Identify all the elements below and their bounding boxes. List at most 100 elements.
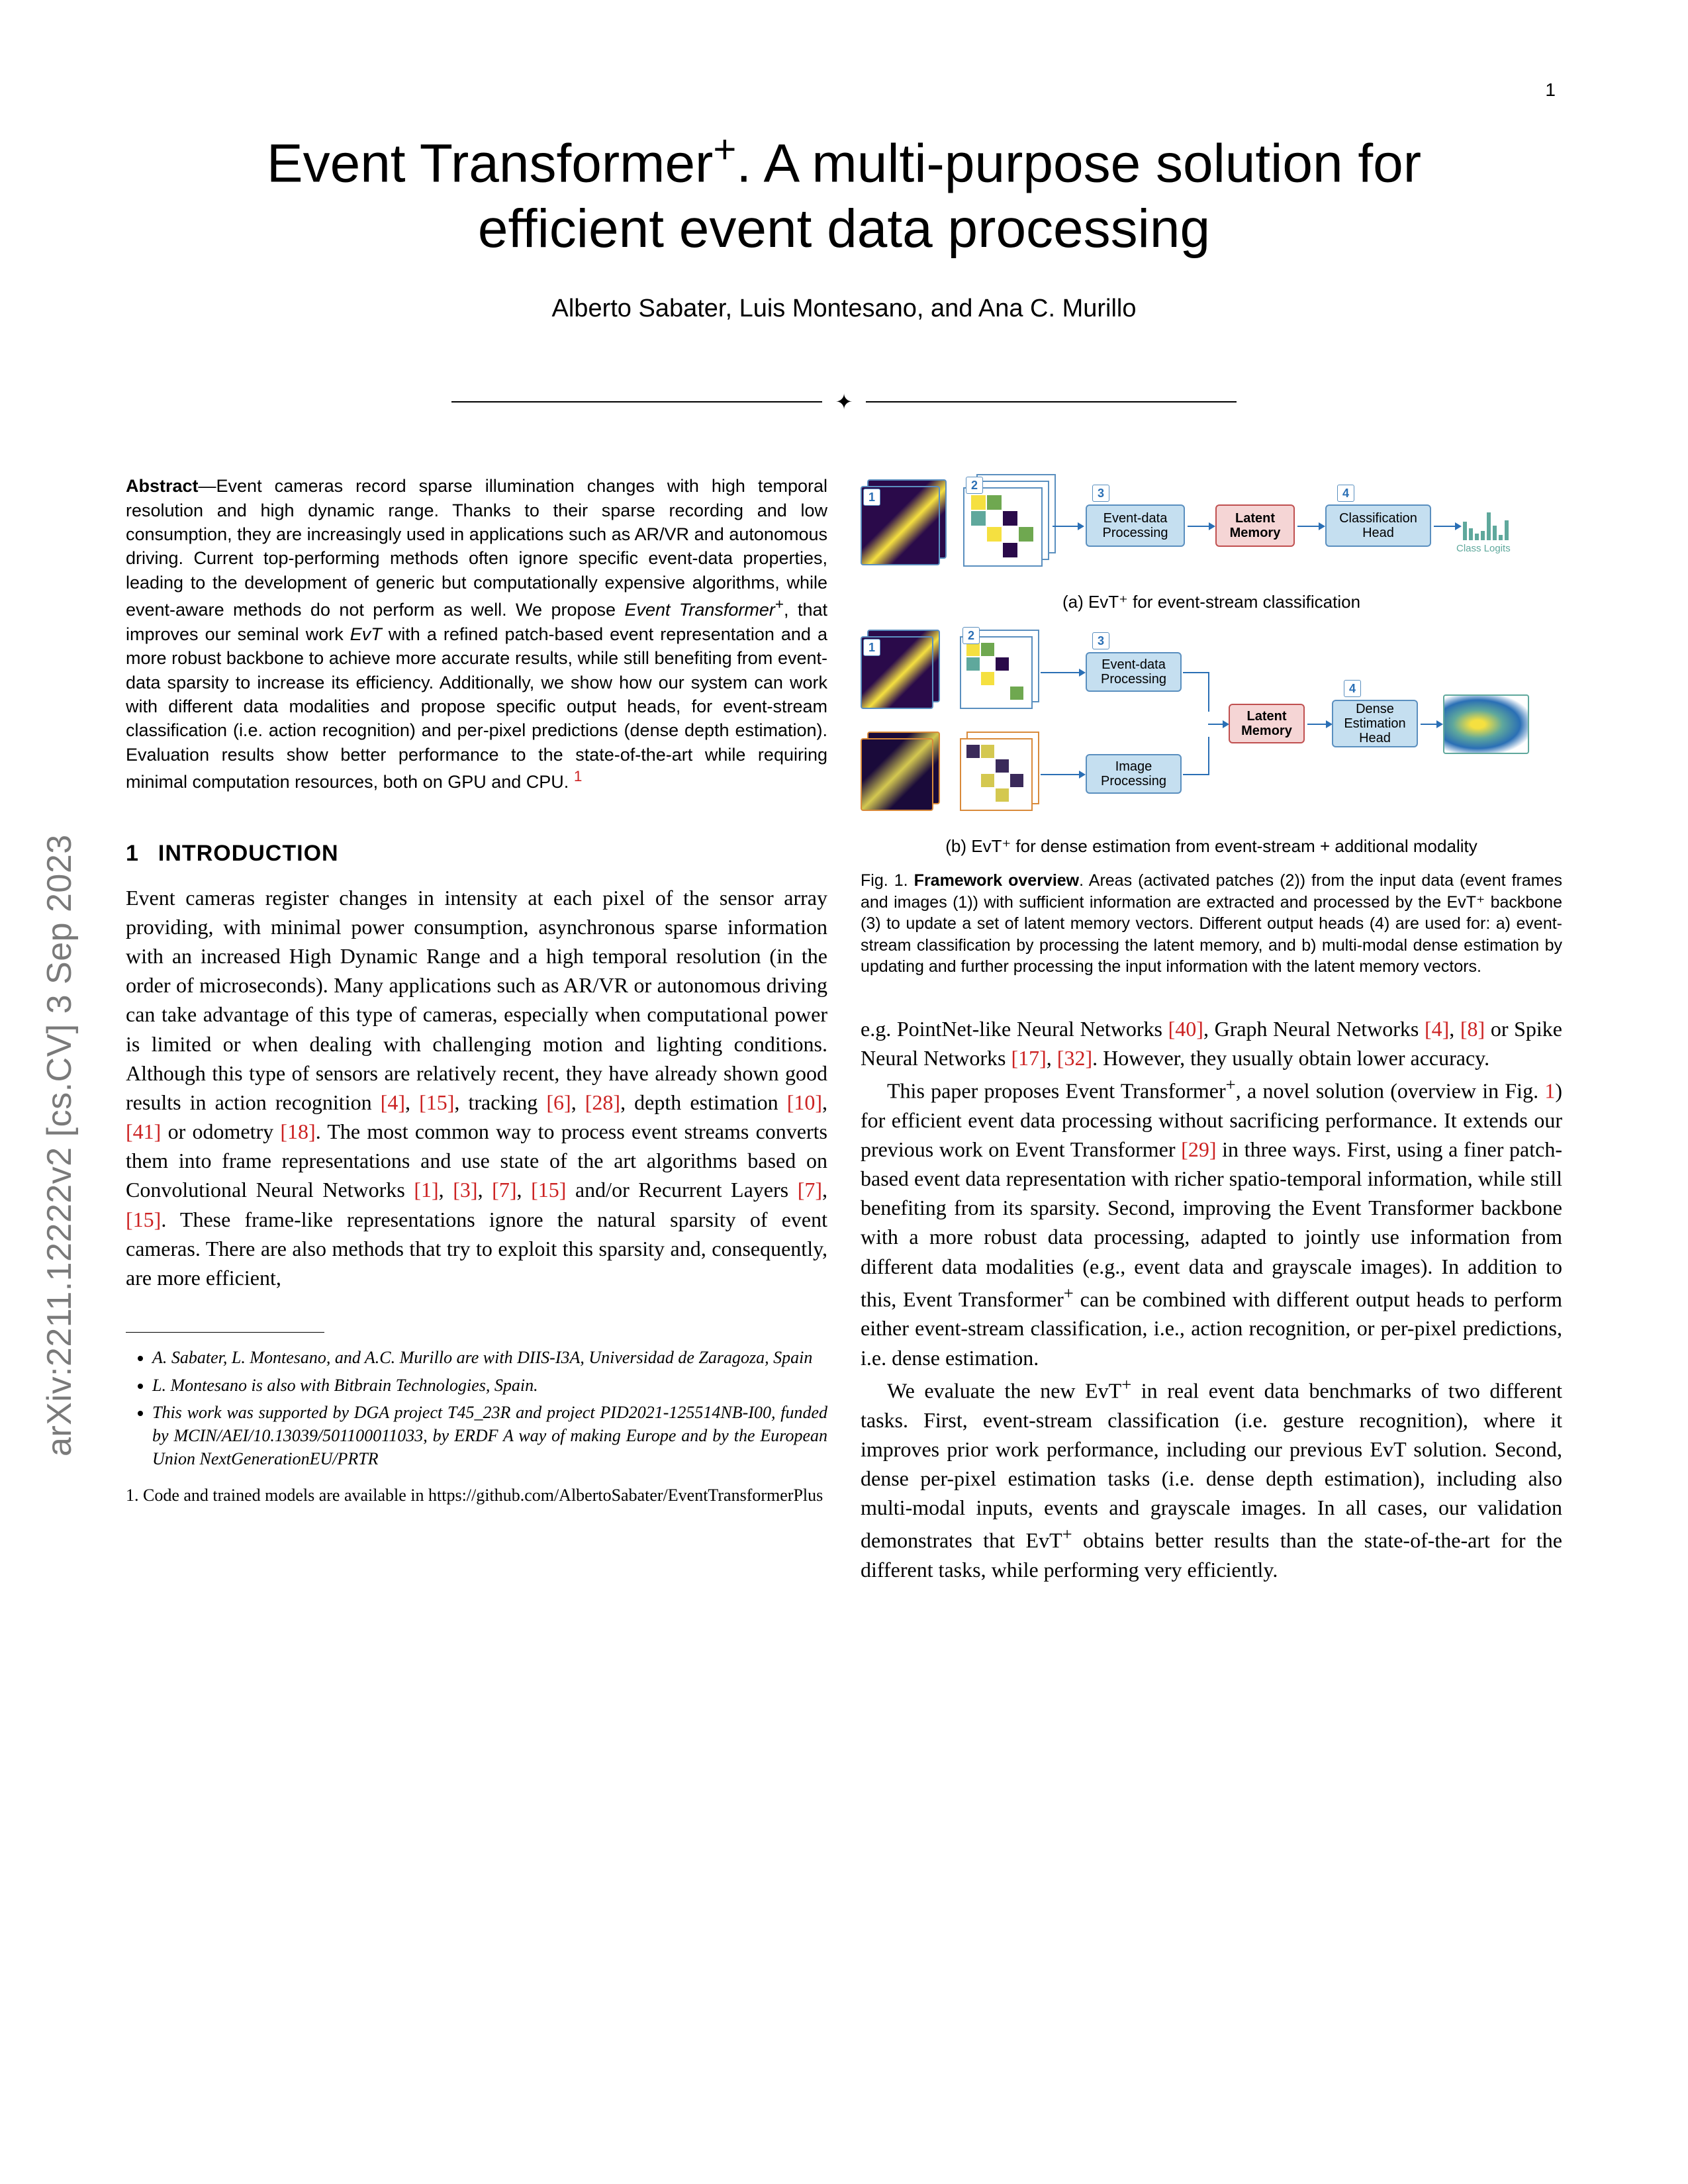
- image-thumb-b: [861, 738, 933, 811]
- cite-41: [41]: [126, 1119, 161, 1143]
- paper-title: Event Transformer+. A multi-purpose solu…: [126, 126, 1562, 261]
- affiliation-3: This work was supported by DGA project T…: [152, 1401, 827, 1470]
- label-1b: 1: [863, 639, 880, 656]
- fig-caption-bold: Framework overview: [914, 871, 1079, 890]
- code-footnote: 1. Code and trained models are available…: [126, 1484, 827, 1507]
- label-4b: 4: [1344, 680, 1361, 697]
- figure-1b: 1 2: [861, 626, 1562, 857]
- intro-paragraph-1: Event cameras register changes in intens…: [126, 883, 827, 1292]
- label-3b: 3: [1092, 632, 1109, 649]
- label-1: 1: [863, 489, 880, 506]
- affiliation-2: L. Montesano is also with Bitbrain Techn…: [152, 1374, 827, 1397]
- left-column: Abstract—Event cameras record sparse ill…: [126, 474, 827, 1584]
- title-text-2: . A multi-purpose solution for: [736, 133, 1421, 193]
- cite-10: [10]: [787, 1090, 822, 1114]
- authors: Alberto Sabater, Luis Montesano, and Ana…: [126, 295, 1562, 323]
- intro-text-b: , tracking: [454, 1090, 546, 1114]
- title-text-3: efficient event data processing: [478, 199, 1210, 259]
- section-1-heading: 1 INTRODUCTION: [126, 841, 827, 867]
- abstract-em-2: EvT: [350, 624, 382, 644]
- intro-text: Event cameras register changes in intens…: [126, 883, 827, 1292]
- intro-text-c: , depth estimation: [620, 1090, 787, 1114]
- intro-text-g: . These frame-like representations ignor…: [126, 1208, 827, 1290]
- cite-40: [40]: [1168, 1017, 1203, 1041]
- subcaption-b: (b) EvT⁺ for dense estimation from event…: [861, 836, 1562, 857]
- affiliations: A. Sabater, L. Montesano, and A.C. Muril…: [126, 1346, 827, 1470]
- arrow-b-3: [1307, 724, 1327, 725]
- cite-4b: [4]: [1425, 1017, 1449, 1041]
- cite-3: [3]: [453, 1178, 477, 1202]
- diagram-b: 1 2: [861, 626, 1562, 831]
- cite-8: [8]: [1460, 1017, 1485, 1041]
- cite-15a: [15]: [419, 1090, 454, 1114]
- arrow-a-1: [1053, 526, 1079, 527]
- label-4: 4: [1337, 485, 1354, 502]
- figref-1: 1: [1544, 1079, 1555, 1103]
- section-1-num: 1: [126, 841, 138, 866]
- cite-17: [17]: [1011, 1046, 1046, 1070]
- abstract-footnote-ref: 1: [574, 768, 583, 784]
- abstract-body-1: —Event cameras record sparse illuminatio…: [126, 476, 827, 620]
- arrow-b-merge: [1208, 724, 1224, 725]
- cite-18: [18]: [280, 1119, 315, 1143]
- box-classification-head: Classification Head: [1325, 504, 1431, 547]
- patch-thumb-b: [960, 636, 1033, 709]
- footnote-rule: [126, 1332, 324, 1333]
- label-2b: 2: [962, 627, 980, 644]
- r-t-3b: in real event data benchmarks of two dif…: [861, 1378, 1562, 1552]
- abstract: Abstract—Event cameras record sparse ill…: [126, 474, 827, 794]
- abstract-label: Abstract: [126, 476, 199, 496]
- fig-label: Fig. 1.: [861, 871, 914, 890]
- two-column-layout: Abstract—Event cameras record sparse ill…: [126, 474, 1562, 1584]
- r-t-1d: . However, they usually obtain lower acc…: [1092, 1046, 1489, 1070]
- affiliation-1: A. Sabater, L. Montesano, and A.C. Muril…: [152, 1346, 827, 1369]
- right-p3: We evaluate the new EvT+ in real event d…: [861, 1372, 1562, 1584]
- class-logits-label: Class Logits: [1456, 543, 1511, 554]
- intro-text-f: and/or Recurrent Layers: [566, 1178, 797, 1202]
- box-latent-memory-b: Latent Memory: [1229, 704, 1305, 743]
- title-plus: +: [713, 127, 736, 171]
- cite-4: [4]: [381, 1090, 405, 1114]
- title-ornament: ✦: [126, 389, 1562, 414]
- page-number: 1: [1545, 79, 1556, 101]
- section-1-title: INTRODUCTION: [158, 841, 339, 866]
- intro-text-d: or odometry: [161, 1119, 280, 1143]
- figure-1a: 1 2 3 Event-data Processing: [861, 474, 1562, 612]
- cite-1: [1]: [414, 1178, 438, 1202]
- arrow-a-3: [1297, 526, 1320, 527]
- cite-15b: [15]: [531, 1178, 566, 1202]
- box-event-data-processing: Event-data Processing: [1086, 504, 1185, 547]
- right-column-text: e.g. PointNet-like Neural Networks [40],…: [861, 1014, 1562, 1585]
- arrow-a-2: [1188, 526, 1210, 527]
- label-3: 3: [1092, 485, 1109, 502]
- box-image-processing-b: Image Processing: [1086, 754, 1182, 794]
- r-t-3a: We evaluate the new EvT: [887, 1378, 1121, 1402]
- class-logits-bars: [1463, 500, 1509, 540]
- cite-28: [28]: [585, 1090, 620, 1114]
- cite-32: [32]: [1057, 1046, 1092, 1070]
- right-p2: This paper proposes Event Transformer+, …: [861, 1072, 1562, 1372]
- r-t-2a: This paper proposes Event Transformer: [887, 1079, 1226, 1103]
- dense-output-thumb: [1443, 694, 1529, 754]
- cite-7b: [7]: [798, 1178, 822, 1202]
- figure-1-caption: Fig. 1. Framework overview. Areas (activ…: [861, 870, 1562, 978]
- cite-15c: [15]: [126, 1208, 161, 1231]
- arxiv-stamp: arXiv:2211.12222v2 [cs.CV] 3 Sep 2023: [40, 834, 79, 1456]
- cite-7a: [7]: [492, 1178, 516, 1202]
- arrow-b-1: [1041, 672, 1080, 673]
- abstract-plus-1: +: [775, 596, 784, 612]
- abstract-em-1: Event Transformer: [624, 600, 774, 620]
- title-text-1: Event Transformer: [267, 133, 713, 193]
- right-column: 1 2 3 Event-data Processing: [861, 474, 1562, 1584]
- arrow-b-2: [1041, 774, 1080, 775]
- cite-29: [29]: [1181, 1137, 1216, 1161]
- abstract-body-tail: with a refined patch-based event represe…: [126, 624, 827, 792]
- image-patch-thumb-b: [960, 738, 1033, 811]
- intro-text-a: Event cameras register changes in intens…: [126, 886, 827, 1114]
- label-2: 2: [966, 477, 983, 494]
- r-t-1b: , Graph Neural Networks: [1203, 1017, 1425, 1041]
- diagram-a: 1 2 3 Event-data Processing: [861, 474, 1562, 587]
- cite-6: [6]: [546, 1090, 571, 1114]
- r-t-2b: , a novel solution (overview in Fig.: [1236, 1079, 1545, 1103]
- box-dense-head-b: Dense Estimation Head: [1332, 700, 1418, 747]
